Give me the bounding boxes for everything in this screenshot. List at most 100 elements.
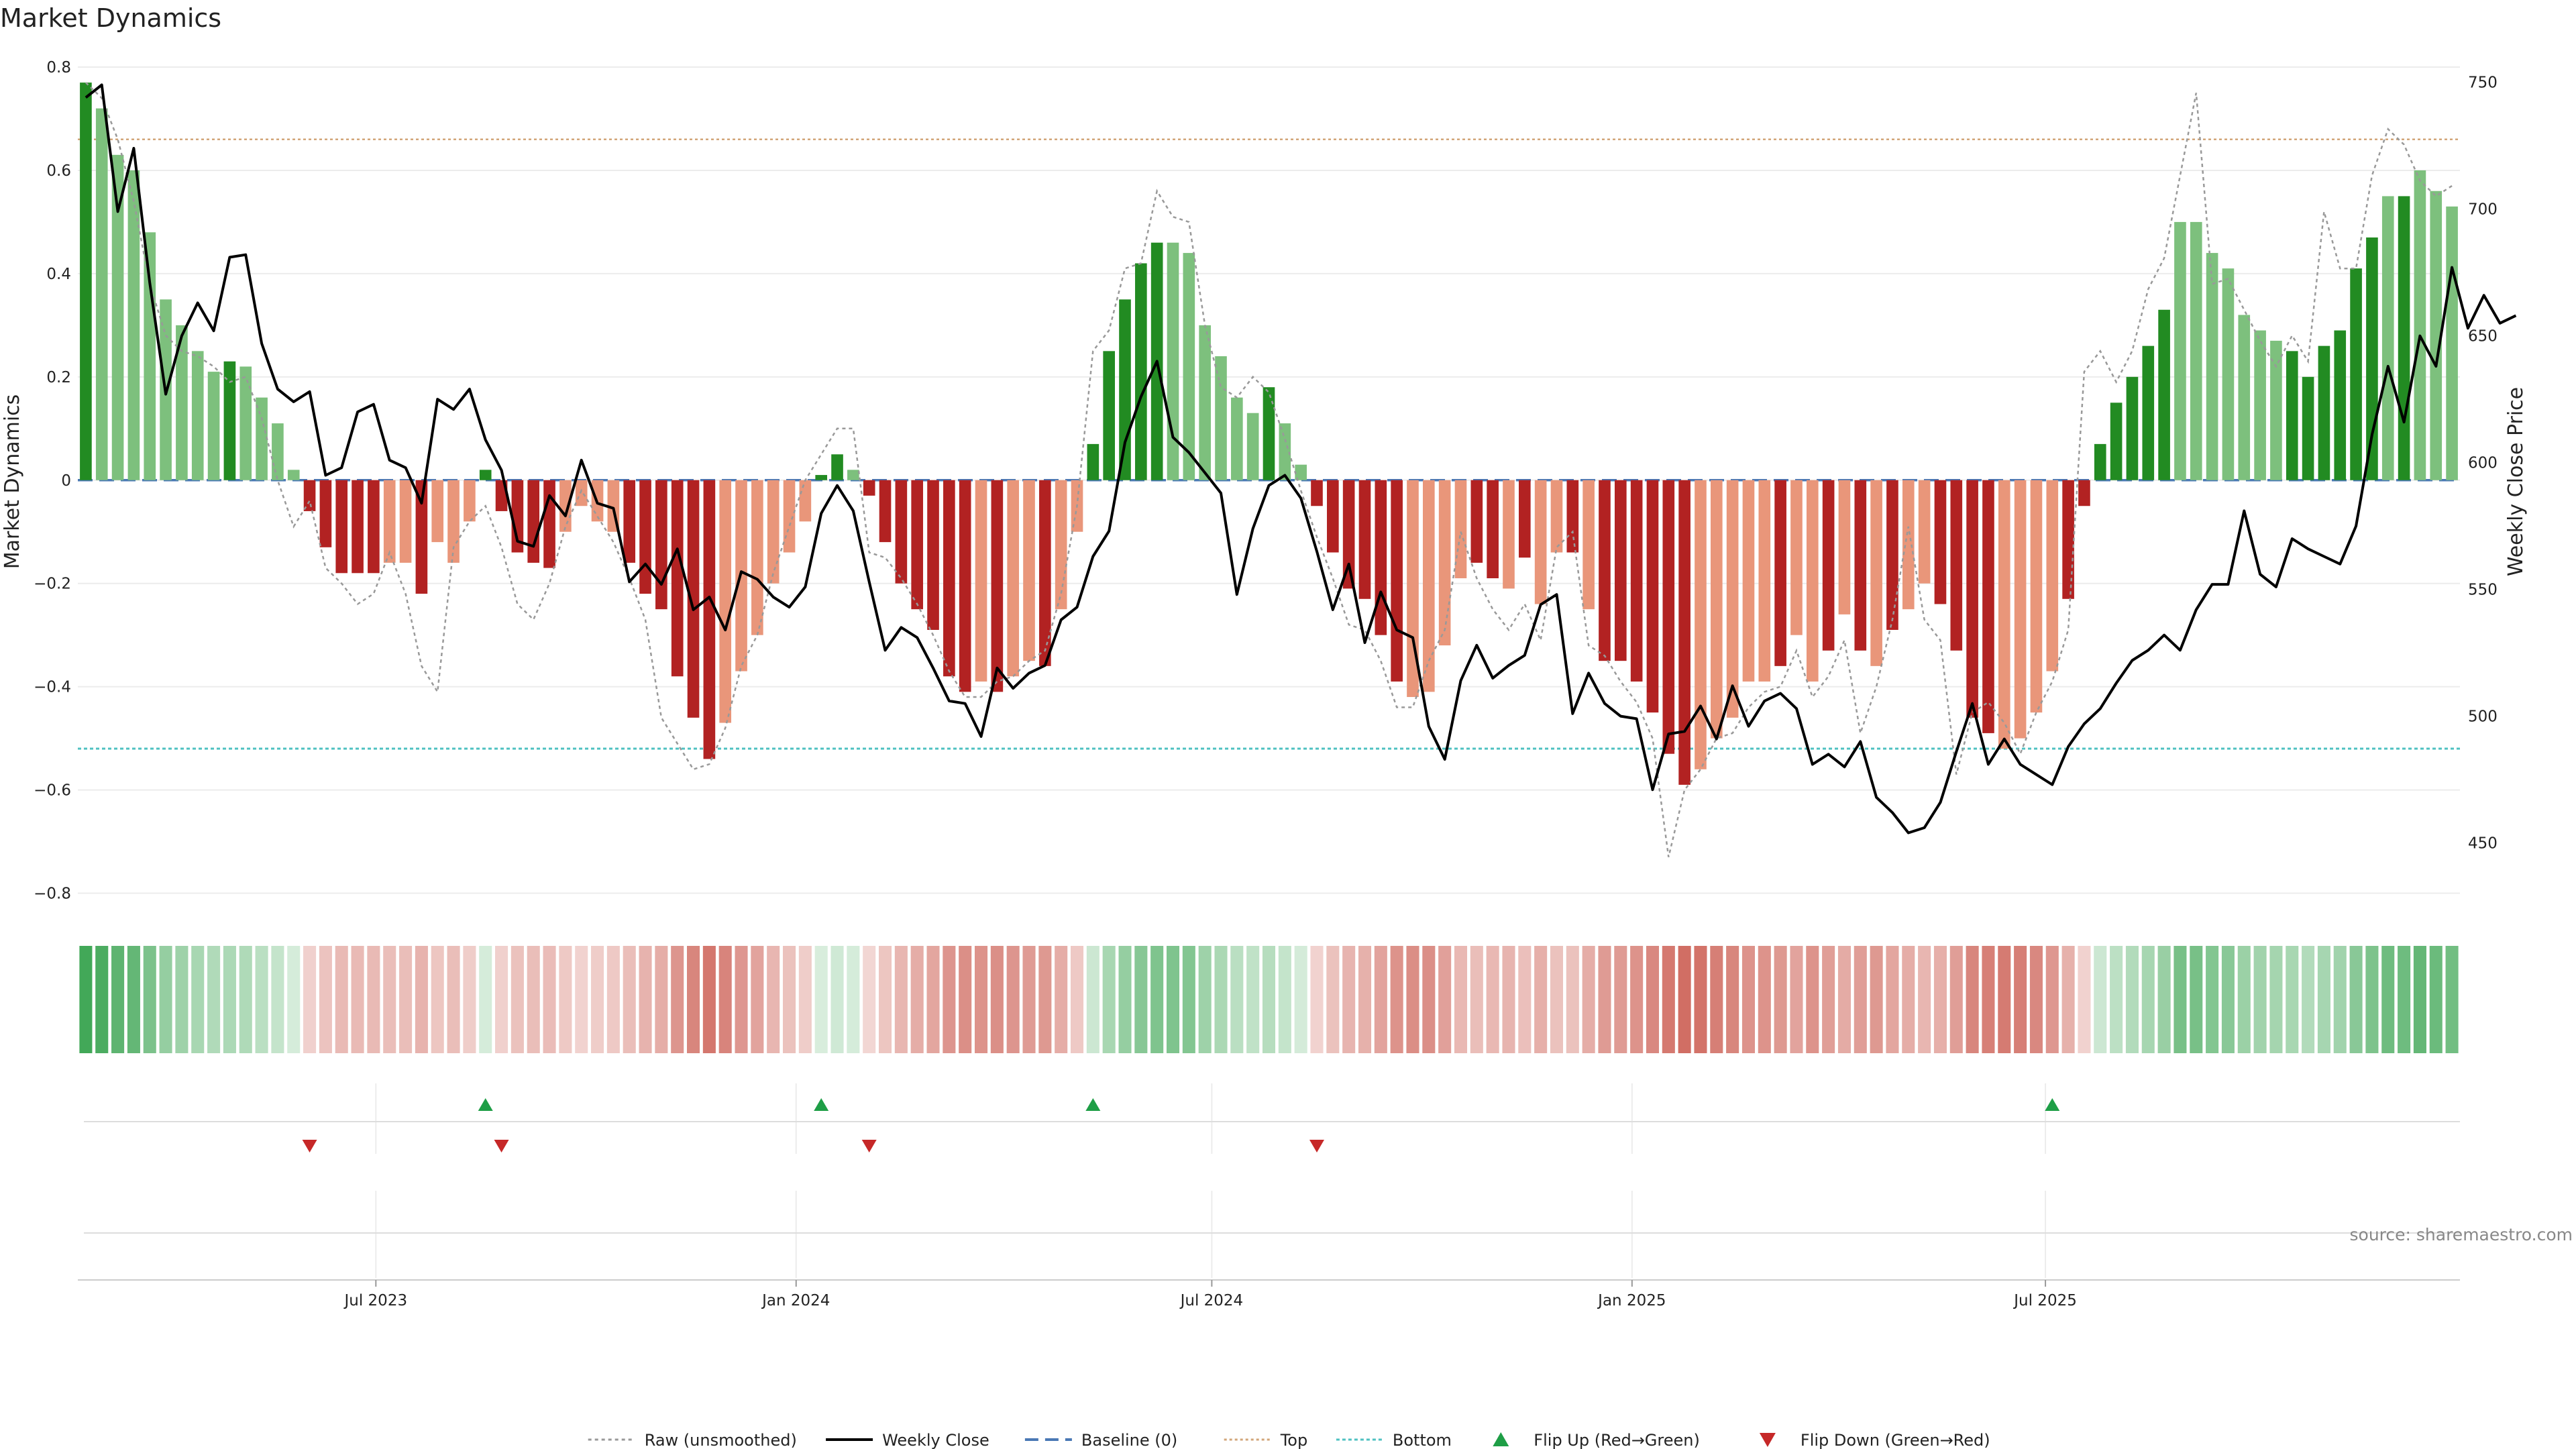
momentum-bar xyxy=(1246,413,1259,480)
tone-strip-cell xyxy=(2094,946,2107,1053)
momentum-bar xyxy=(2446,206,2458,480)
tone-strip-cell xyxy=(2237,946,2251,1053)
tone-strip-cell xyxy=(894,946,908,1053)
tone-strip-cell xyxy=(735,946,748,1053)
momentum-bar xyxy=(239,366,252,480)
momentum-bar xyxy=(687,480,700,718)
tone-strip-cell xyxy=(974,946,988,1053)
momentum-bar xyxy=(2126,376,2139,480)
tone-strip-cell xyxy=(159,946,172,1053)
momentum-bar xyxy=(1566,480,1579,553)
y-right-tick-label: 550 xyxy=(2468,582,2498,599)
tone-strip-cell xyxy=(1166,946,1180,1053)
momentum-bar xyxy=(447,480,460,563)
tone-strip-cell xyxy=(1070,946,1084,1053)
tone-strip-cell xyxy=(671,946,684,1053)
tone-strip-cell xyxy=(783,946,796,1053)
momentum-bar xyxy=(1375,480,1387,635)
momentum-bar xyxy=(831,454,843,480)
momentum-bar xyxy=(1870,480,1882,666)
momentum-bar xyxy=(415,480,428,594)
momentum-bar xyxy=(543,480,555,568)
momentum-bar xyxy=(927,480,939,630)
tone-strip-cell xyxy=(367,946,380,1053)
flip-down-marker xyxy=(302,1140,317,1152)
momentum-bar xyxy=(2366,237,2378,480)
y-left-tick-label: 0.6 xyxy=(46,162,71,180)
tone-strip-cell xyxy=(2125,946,2139,1053)
momentum-bar xyxy=(1822,480,1835,651)
tone-strip-cell xyxy=(1902,946,1915,1053)
tone-strip-cell xyxy=(415,946,428,1053)
x-axis: Jul 2023 Jan 2024 Jul 2024 Jan 2025 Jul 2025 xyxy=(78,1279,2460,1309)
tone-strip-cell xyxy=(1038,946,1052,1053)
flip-up-marker xyxy=(814,1098,829,1111)
legend-label: Raw (unsmoothed) xyxy=(645,1431,797,1449)
momentum-bar xyxy=(1599,480,1611,661)
momentum-bar xyxy=(1183,253,1195,480)
tone-strip-cell xyxy=(127,946,140,1053)
tone-strip-cell xyxy=(543,946,556,1053)
tone-strip-cell xyxy=(1246,946,1260,1053)
tone-strip-cell xyxy=(447,946,460,1053)
tone-strip-cell xyxy=(1118,946,1132,1053)
tone-strip-cell xyxy=(527,946,540,1053)
momentum-bar xyxy=(2190,221,2202,480)
flip-markers xyxy=(302,1098,2060,1152)
momentum-bar xyxy=(1342,480,1355,589)
tone-strip-cell xyxy=(1102,946,1116,1053)
tone-strip-cell xyxy=(814,946,828,1053)
momentum-bar xyxy=(2270,340,2282,480)
tone-strip-cell xyxy=(2286,946,2299,1053)
momentum-bar xyxy=(352,480,364,574)
momentum-bar xyxy=(1311,480,1323,506)
momentum-bar xyxy=(2158,309,2170,480)
x-tick-label: Jul 2025 xyxy=(2012,1292,2077,1309)
tone-strip-cell xyxy=(175,946,189,1053)
tone-strip-cell xyxy=(2365,946,2379,1053)
tone-strip-cell xyxy=(1214,946,1228,1053)
momentum-bar xyxy=(1662,480,1675,754)
tone-strip-cell xyxy=(495,946,508,1053)
momentum-bar xyxy=(1263,387,1275,480)
tone-strip-cell xyxy=(847,946,860,1053)
momentum-bar xyxy=(1614,480,1627,661)
tone-strip-cell xyxy=(463,946,476,1053)
momentum-bar xyxy=(1886,480,1898,630)
tone-strip-cell xyxy=(1933,946,1947,1053)
momentum-bar xyxy=(1135,263,1147,480)
momentum-bar xyxy=(623,480,636,563)
tone-strip-cell xyxy=(1949,946,1963,1053)
tone-strip-cell xyxy=(1342,946,1356,1053)
momentum-bar xyxy=(751,480,763,635)
legend-item-black-line: Weekly Close xyxy=(826,1431,989,1449)
momentum-bar xyxy=(1982,480,1994,733)
tone-strip-cell xyxy=(1837,946,1851,1053)
tone-strip-cell xyxy=(751,946,764,1053)
tone-strip-cell xyxy=(1358,946,1372,1053)
momentum-bar xyxy=(1358,480,1371,599)
tone-strip-cell xyxy=(1134,946,1148,1053)
tone-strip-cell xyxy=(1006,946,1020,1053)
momentum-bar xyxy=(287,470,300,480)
legend-symbol-flip-up xyxy=(1493,1432,1509,1446)
momentum-bar xyxy=(431,480,444,543)
momentum-bar xyxy=(1678,480,1690,785)
momentum-bar xyxy=(95,108,108,480)
tone-strip-cell xyxy=(2317,946,2330,1053)
y-left-tick-label: −0.8 xyxy=(34,885,71,903)
momentum-bar xyxy=(1726,480,1739,718)
momentum-bar xyxy=(1646,480,1659,713)
momentum-bar xyxy=(2014,480,2027,739)
tone-strip-cell xyxy=(431,946,444,1053)
tone-strip-cell xyxy=(2029,946,2043,1053)
momentum-bar xyxy=(256,397,268,480)
tone-strip-cell xyxy=(718,946,732,1053)
tone-strip-cell xyxy=(606,946,620,1053)
momentum-bar xyxy=(943,480,955,677)
tone-strip-cell xyxy=(1741,946,1755,1053)
tone-strip-cell xyxy=(1198,946,1212,1053)
tone-strip-cell xyxy=(1854,946,1867,1053)
tone-strip-cell xyxy=(1326,946,1340,1053)
